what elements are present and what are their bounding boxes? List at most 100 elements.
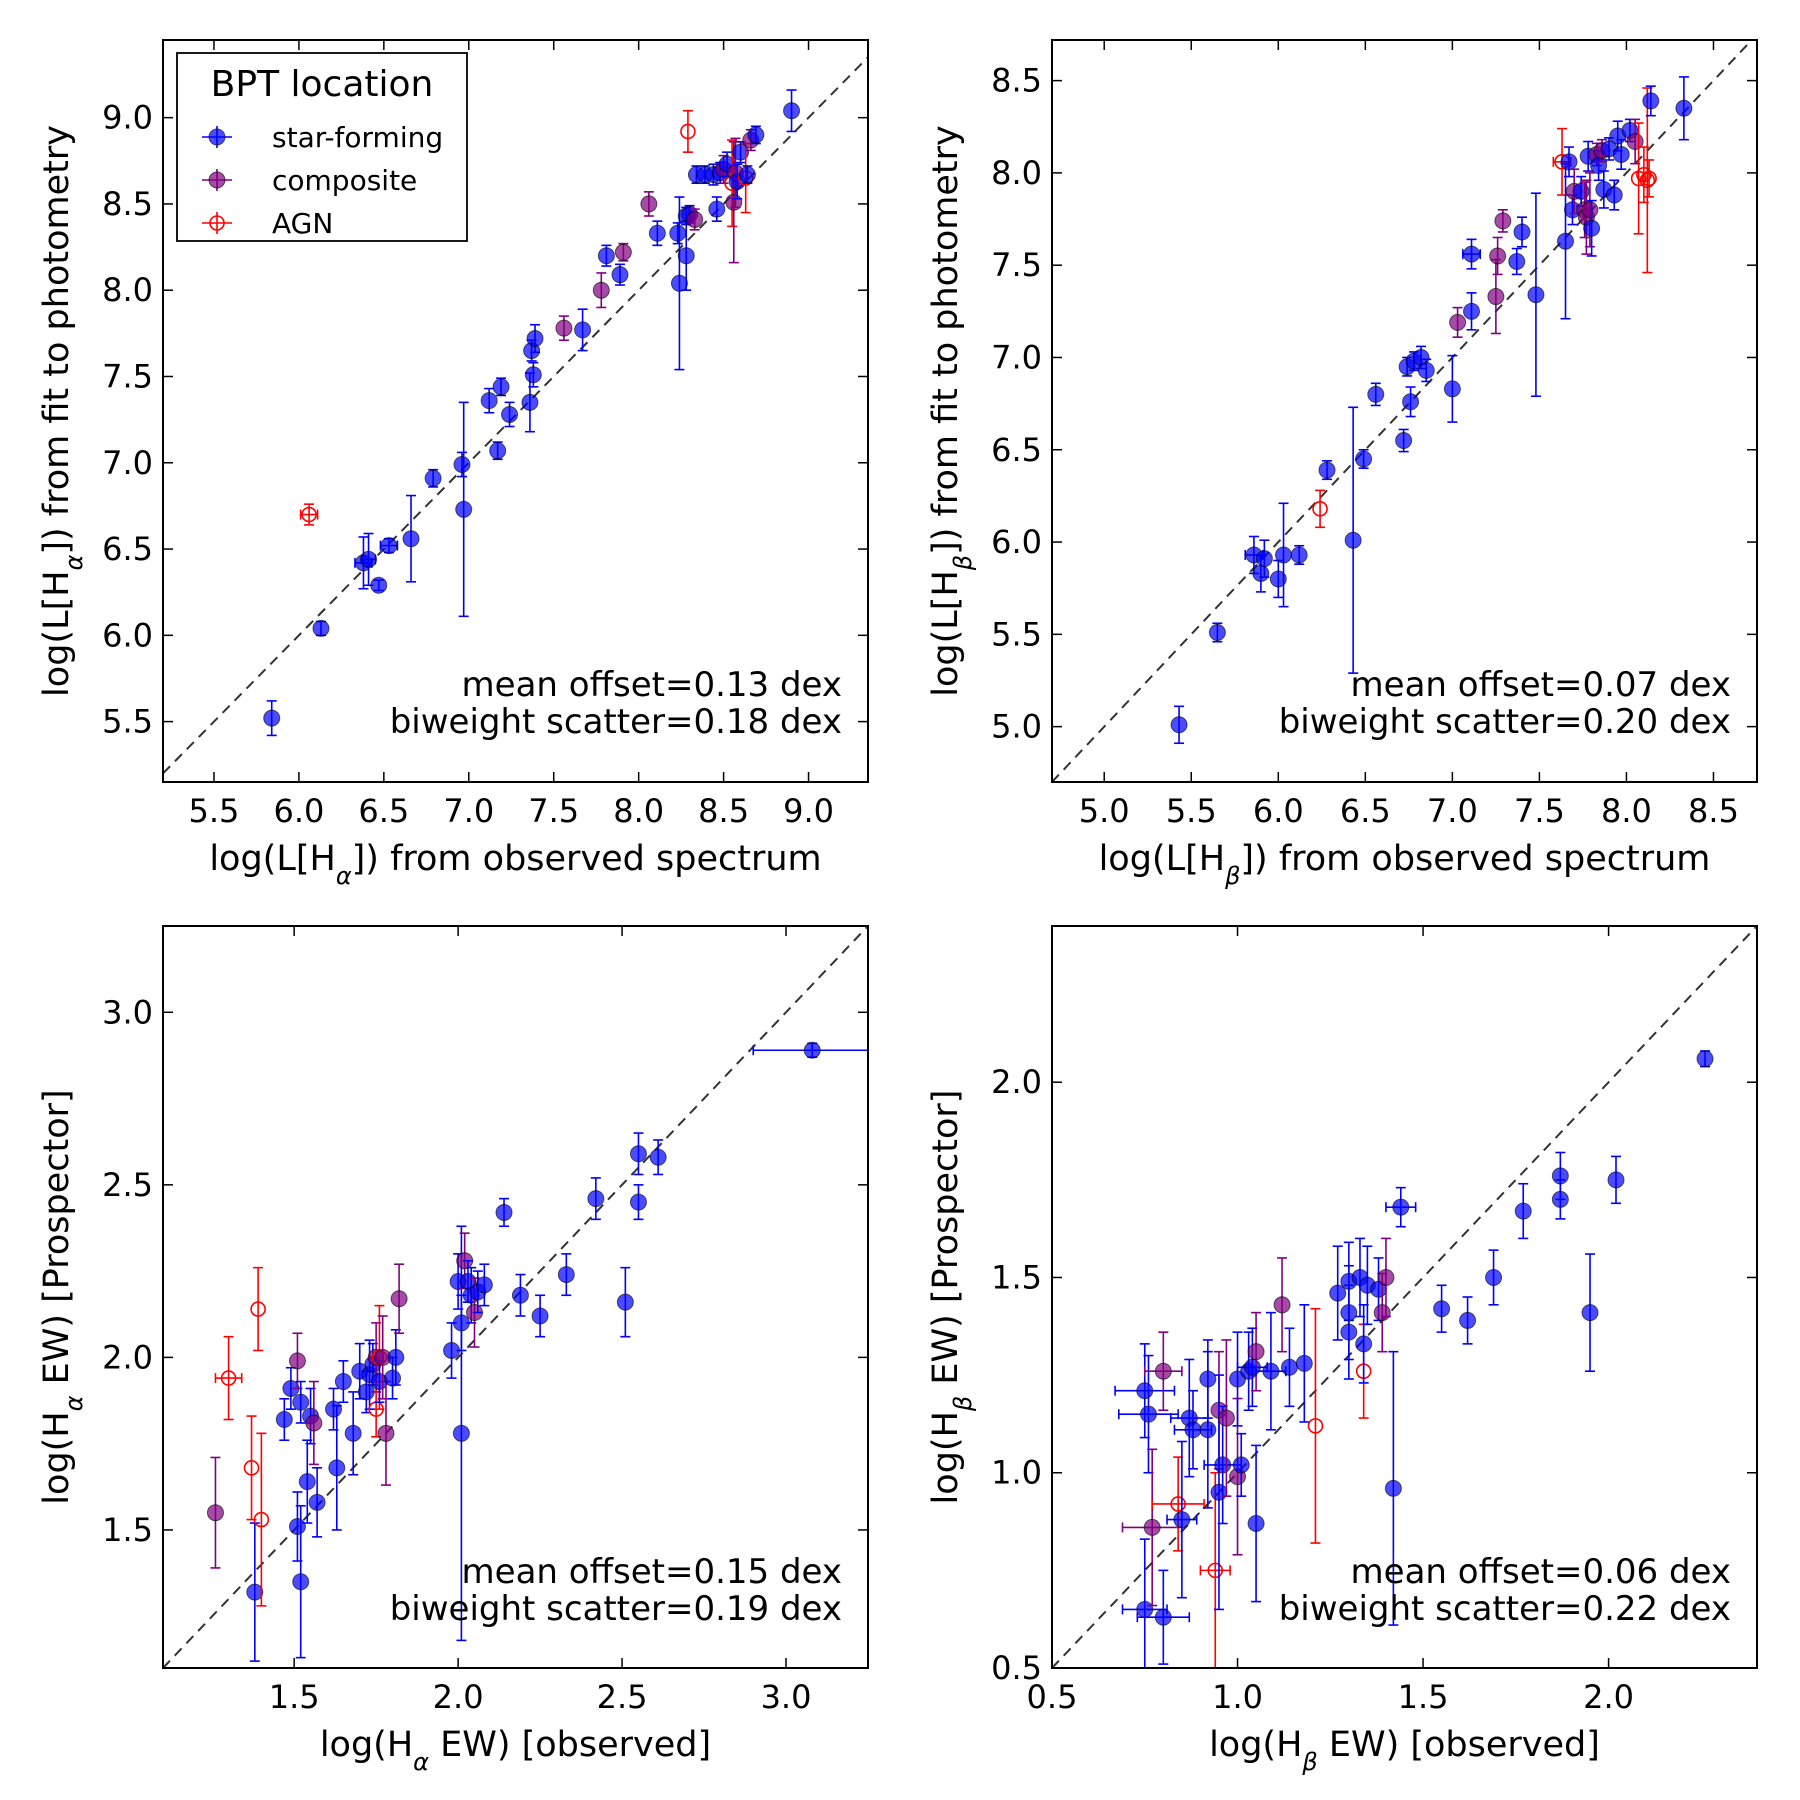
data-point <box>1487 258 1505 335</box>
x-tick-label: 5.5 <box>1166 792 1217 830</box>
data-point <box>1355 448 1373 470</box>
data-point <box>1377 1237 1395 1318</box>
data-point <box>1307 1307 1324 1544</box>
data-point <box>1232 1432 1250 1497</box>
data-point <box>597 244 615 267</box>
plot-frame <box>1051 925 1758 1669</box>
data-point <box>1217 1339 1235 1497</box>
x-tick-label: 2.0 <box>1583 1678 1634 1716</box>
data-point <box>288 1491 306 1562</box>
data-point <box>455 401 473 618</box>
data-point <box>640 191 658 217</box>
y-axis-label: log(Hβ EW) [Prospector] <box>926 1090 977 1505</box>
data-point <box>1143 1331 1183 1412</box>
data-point <box>1494 209 1512 233</box>
data-point <box>1384 1350 1402 1626</box>
y-tick-label: 2.0 <box>991 1063 1042 1101</box>
data-point <box>524 361 542 388</box>
data-point <box>1514 1182 1532 1240</box>
x-tick-label: 1.5 <box>1398 1678 1449 1716</box>
y-tick-label: 5.5 <box>991 615 1042 653</box>
data-point <box>312 619 330 637</box>
data-point <box>480 387 498 414</box>
data-point <box>475 1263 493 1307</box>
data-point <box>1318 460 1336 481</box>
y-tick-label: 6.0 <box>991 523 1042 561</box>
data-point <box>253 1432 270 1607</box>
data-point <box>452 1225 470 1642</box>
data-point <box>1605 179 1623 211</box>
data-point <box>614 242 632 262</box>
data-point <box>708 196 726 222</box>
x-tick-label: 9.0 <box>783 792 834 830</box>
data-point <box>1170 705 1188 745</box>
panel-hb-ew: 0.5 1.0 1.5 2.0 0.5 1.0 1.5 2.0 log(Hβ EW) [obse… <box>926 925 1758 1776</box>
data-point <box>453 451 471 478</box>
legend: BPT location star-forming composite AGN <box>176 52 468 242</box>
data-point <box>649 1139 667 1176</box>
x-tick-label: 1.0 <box>1212 1678 1263 1716</box>
x-tick-label: 8.5 <box>698 792 749 830</box>
data-point <box>374 1315 392 1400</box>
data-point <box>629 1184 647 1221</box>
data-point <box>587 1177 605 1221</box>
data-point <box>299 503 319 526</box>
data-point <box>424 468 442 488</box>
data-point <box>1199 1471 1231 1668</box>
data-point <box>1462 238 1482 270</box>
data-point <box>1459 1296 1477 1345</box>
data-point <box>334 1360 352 1404</box>
data-point <box>752 1041 868 1059</box>
legend-label: star-forming <box>272 121 443 154</box>
plot-frame <box>1051 39 1758 783</box>
data-point <box>1463 292 1481 331</box>
data-point <box>443 1322 461 1379</box>
panel-ha-ew: 1.5 2.0 2.5 3.0 1.5 2.0 2.5 3.0 log(Hα EW) [obse… <box>37 925 869 1776</box>
legend-entry-AGN: AGN <box>202 207 333 240</box>
data-point <box>629 1132 647 1176</box>
data-point <box>783 89 801 133</box>
mean-offset-text: mean offset=0.15 dex <box>462 1552 842 1592</box>
legend-label: AGN <box>272 207 333 240</box>
data-point <box>725 141 743 264</box>
data-point <box>1527 192 1545 398</box>
data-point <box>1513 216 1531 248</box>
data-point <box>1247 1311 1265 1392</box>
biweight-scatter-text: biweight scatter=0.19 dex <box>390 1589 842 1629</box>
y-tick-label: 7.0 <box>991 338 1042 376</box>
y-tick-label: 3.0 <box>102 993 153 1031</box>
data-point <box>611 263 629 286</box>
data-point <box>648 220 666 247</box>
x-tick-label: 0.5 <box>1027 1678 1078 1716</box>
x-axis-label: log(Hβ EW) [observed] <box>1209 1725 1600 1776</box>
data-points <box>263 89 801 737</box>
data-point <box>1114 1343 1176 1439</box>
y-tick-label: 8.0 <box>991 154 1042 192</box>
data-point <box>298 1439 316 1524</box>
data-point <box>531 1294 549 1338</box>
data-point <box>574 308 592 352</box>
x-tick-label: 8.0 <box>1601 792 1652 830</box>
data-point <box>1449 306 1467 338</box>
data-points <box>1114 1050 1714 1668</box>
data-point <box>1358 1245 1376 1326</box>
data-point <box>390 1263 408 1335</box>
data-point <box>387 1328 405 1386</box>
data-point <box>1642 85 1660 117</box>
data-point <box>1581 1253 1599 1372</box>
data-point <box>275 1398 293 1442</box>
x-tick-label: 3.0 <box>761 1678 812 1716</box>
data-point <box>1443 354 1461 423</box>
data-point <box>616 1266 634 1338</box>
data-point <box>747 125 765 145</box>
data-point <box>1395 428 1413 453</box>
data-point <box>686 208 704 231</box>
y-tick-label: 1.5 <box>102 1511 153 1549</box>
data-point <box>370 576 388 594</box>
data-point <box>1280 1327 1298 1408</box>
data-point <box>328 1404 346 1531</box>
x-tick-label: 7.0 <box>1427 792 1478 830</box>
x-tick-label: 5.5 <box>189 792 240 830</box>
data-point <box>1269 559 1287 599</box>
